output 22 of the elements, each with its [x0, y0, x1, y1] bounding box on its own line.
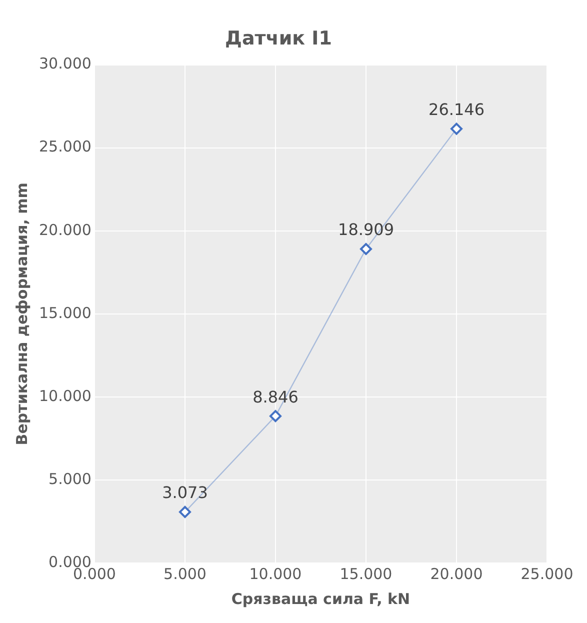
chart-title: Датчик I1: [225, 27, 332, 50]
x-axis-title: Срязваща сила F, kN: [231, 590, 410, 608]
point: [360, 242, 372, 255]
data-label: 8.846: [252, 387, 298, 406]
point: [269, 410, 282, 422]
y-axis-title: Вертикална деформация, mm: [12, 182, 31, 446]
data-label: 18.909: [338, 220, 394, 240]
point: [450, 122, 462, 135]
x-tick-label: 25.000: [520, 564, 574, 583]
data-label: 26.146: [428, 100, 484, 119]
x-tick-label: 15.000: [340, 564, 392, 583]
data-label: 3.073: [162, 483, 208, 502]
y-tick-label: 20.000: [38, 220, 92, 239]
y-tick-label: 30.000: [38, 54, 92, 73]
y-tick-label: 15.000: [38, 304, 92, 322]
x-tick-label: 20.000: [430, 564, 483, 583]
y-tick-label: 25.000: [38, 138, 92, 156]
y-tick-label: 10.000: [38, 386, 92, 405]
x-tick-label: 10.000: [249, 564, 302, 583]
x-tick-label: 5.000: [164, 564, 206, 583]
point: [178, 506, 191, 518]
y-tick-label: 5.000: [48, 470, 92, 488]
